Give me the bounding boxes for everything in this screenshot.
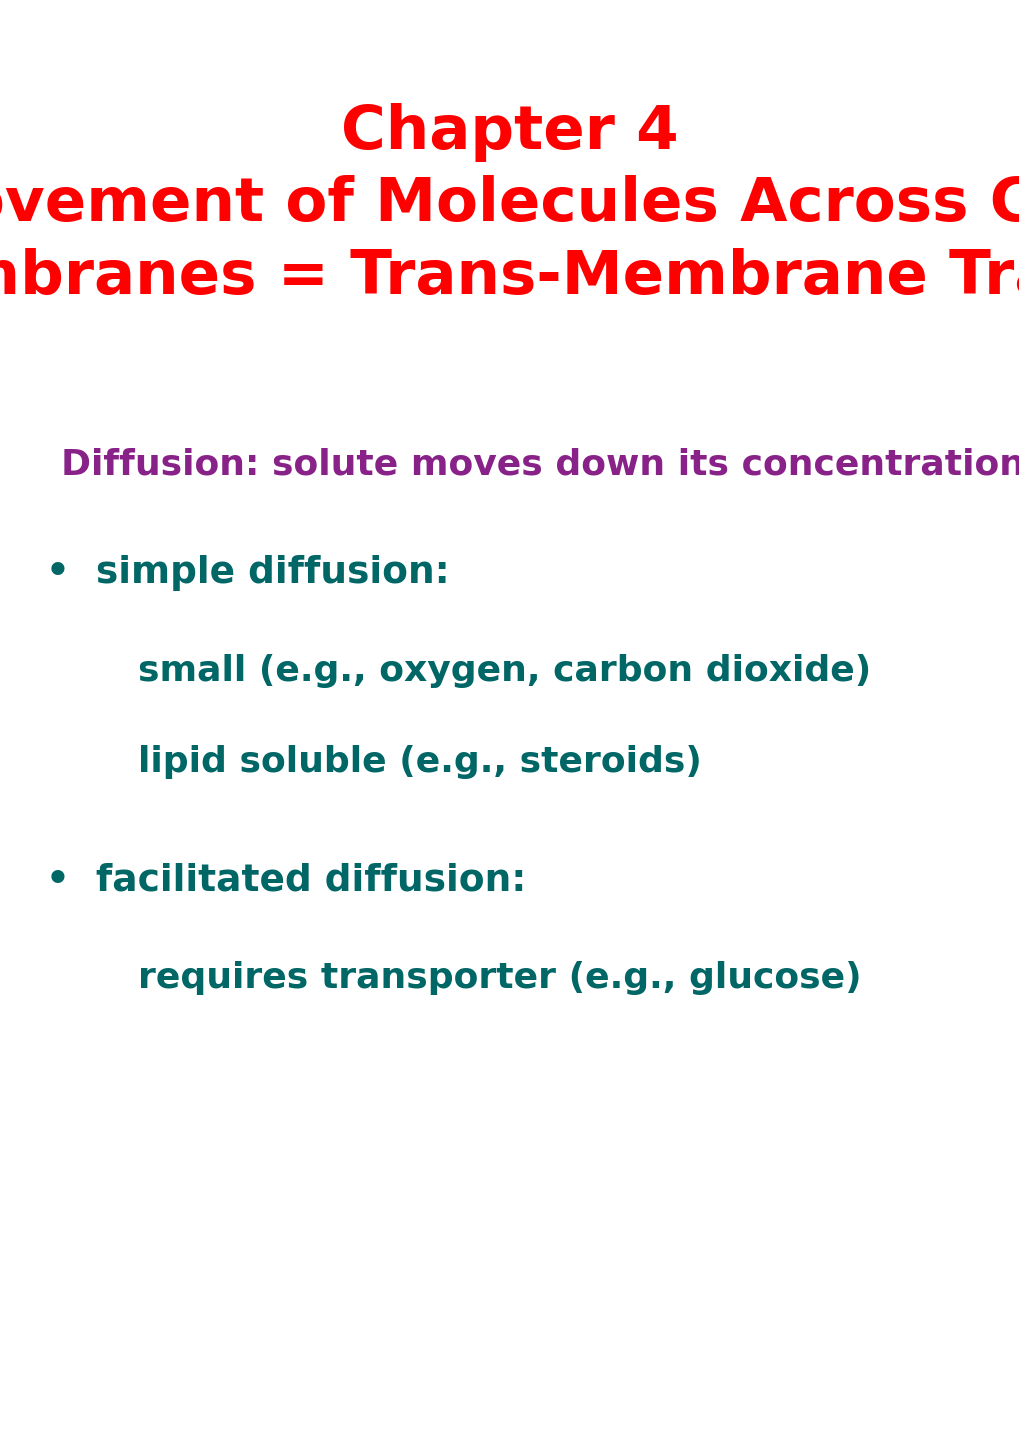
Text: requires transporter (e.g., glucose): requires transporter (e.g., glucose) <box>138 961 860 996</box>
Text: Chapter 4: Chapter 4 <box>340 104 679 162</box>
Text: Diffusion: solute moves down its concentration gradient:: Diffusion: solute moves down its concent… <box>61 447 1019 482</box>
Text: small (e.g., oxygen, carbon dioxide): small (e.g., oxygen, carbon dioxide) <box>138 654 870 688</box>
Text: •  simple diffusion:: • simple diffusion: <box>46 556 449 590</box>
Text: Movement of Molecules Across Cell: Movement of Molecules Across Cell <box>0 176 1019 234</box>
Text: lipid soluble (e.g., steroids): lipid soluble (e.g., steroids) <box>138 745 701 779</box>
Text: Membranes = Trans-Membrane Traffic: Membranes = Trans-Membrane Traffic <box>0 248 1019 306</box>
Text: •  facilitated diffusion:: • facilitated diffusion: <box>46 863 526 898</box>
